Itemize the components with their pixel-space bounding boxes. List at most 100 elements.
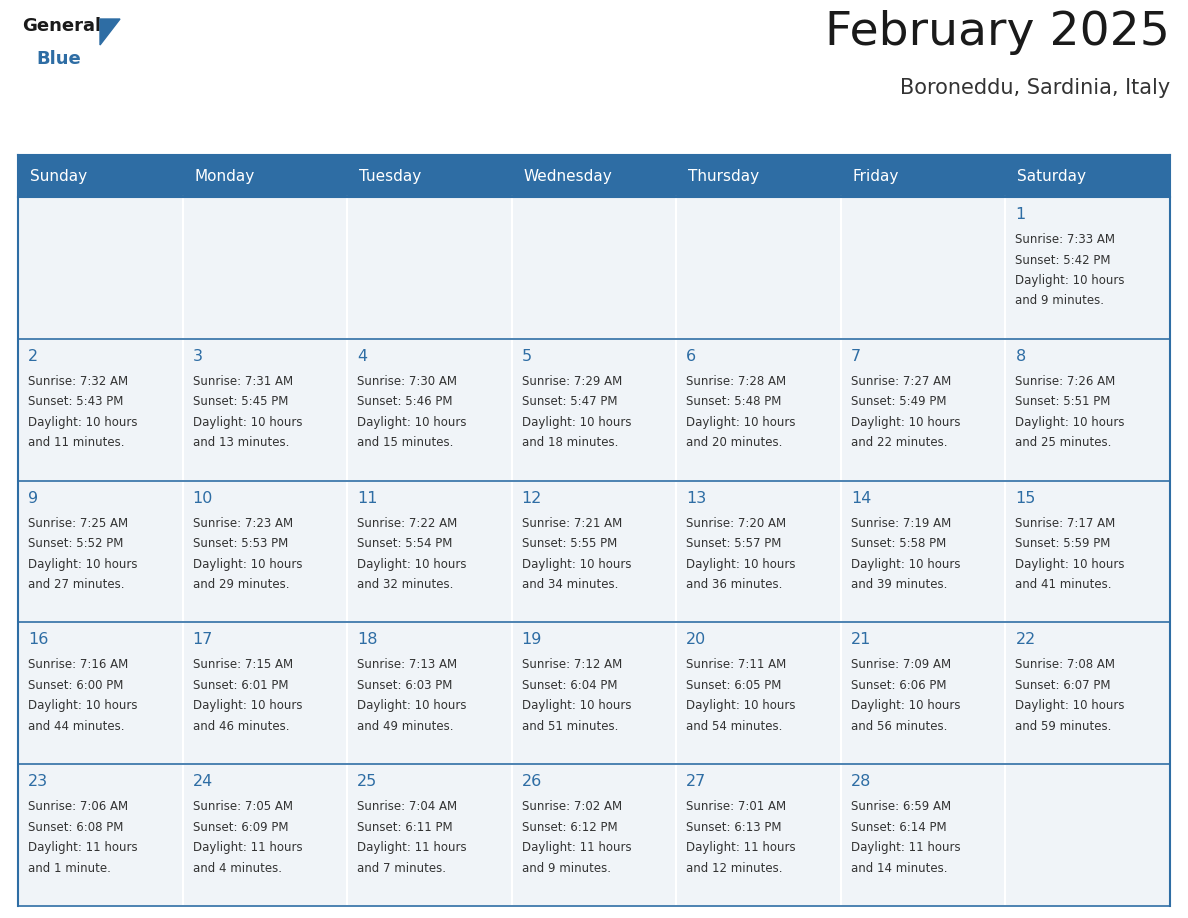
Bar — [183, 764, 347, 906]
Text: Daylight: 10 hours: Daylight: 10 hours — [851, 700, 960, 712]
Text: Blue: Blue — [36, 50, 81, 68]
Bar — [1005, 622, 1170, 764]
Text: 12: 12 — [522, 490, 542, 506]
Text: Sunset: 6:08 PM: Sunset: 6:08 PM — [29, 821, 124, 834]
Text: and 13 minutes.: and 13 minutes. — [192, 436, 289, 449]
Text: and 7 minutes.: and 7 minutes. — [358, 862, 447, 875]
Text: 18: 18 — [358, 633, 378, 647]
Text: Sunset: 6:00 PM: Sunset: 6:00 PM — [29, 679, 124, 692]
Text: 11: 11 — [358, 490, 378, 506]
Bar — [183, 481, 347, 622]
Bar — [183, 197, 347, 339]
Text: Sunrise: 7:29 AM: Sunrise: 7:29 AM — [522, 375, 623, 387]
Text: Sunrise: 7:01 AM: Sunrise: 7:01 AM — [687, 800, 786, 813]
Text: 2: 2 — [29, 349, 38, 364]
Text: and 46 minutes.: and 46 minutes. — [192, 720, 289, 733]
Bar — [18, 155, 183, 197]
Text: Sunset: 5:55 PM: Sunset: 5:55 PM — [522, 537, 617, 550]
Text: Sunrise: 7:17 AM: Sunrise: 7:17 AM — [1016, 517, 1116, 530]
Text: General: General — [23, 17, 101, 35]
Text: Sunrise: 7:12 AM: Sunrise: 7:12 AM — [522, 658, 623, 671]
Text: and 44 minutes.: and 44 minutes. — [29, 720, 125, 733]
Text: and 9 minutes.: and 9 minutes. — [1016, 295, 1105, 308]
Text: Sunset: 6:03 PM: Sunset: 6:03 PM — [358, 679, 453, 692]
Text: Sunrise: 7:02 AM: Sunrise: 7:02 AM — [522, 800, 621, 813]
Text: Sunrise: 7:27 AM: Sunrise: 7:27 AM — [851, 375, 952, 387]
Text: Sunrise: 7:20 AM: Sunrise: 7:20 AM — [687, 517, 786, 530]
Text: Thursday: Thursday — [688, 169, 759, 184]
Text: and 34 minutes.: and 34 minutes. — [522, 578, 618, 591]
Bar — [18, 197, 183, 339]
Bar — [841, 155, 1005, 197]
Text: Daylight: 10 hours: Daylight: 10 hours — [192, 416, 302, 429]
Bar — [841, 764, 1005, 906]
Text: Sunset: 6:13 PM: Sunset: 6:13 PM — [687, 821, 782, 834]
Bar — [1005, 197, 1170, 339]
Bar — [841, 481, 1005, 622]
Text: and 25 minutes.: and 25 minutes. — [1016, 436, 1112, 449]
Text: Sunrise: 7:33 AM: Sunrise: 7:33 AM — [1016, 233, 1116, 246]
Text: Daylight: 11 hours: Daylight: 11 hours — [192, 841, 302, 855]
Text: Sunrise: 7:09 AM: Sunrise: 7:09 AM — [851, 658, 950, 671]
Text: 21: 21 — [851, 633, 871, 647]
Bar — [512, 155, 676, 197]
Text: and 39 minutes.: and 39 minutes. — [851, 578, 947, 591]
Bar — [512, 622, 676, 764]
Text: Daylight: 10 hours: Daylight: 10 hours — [522, 416, 631, 429]
Bar — [841, 197, 1005, 339]
Text: Sunday: Sunday — [30, 169, 87, 184]
Bar — [18, 481, 183, 622]
Bar — [347, 155, 512, 197]
Text: Sunrise: 7:16 AM: Sunrise: 7:16 AM — [29, 658, 128, 671]
Text: Sunset: 5:53 PM: Sunset: 5:53 PM — [192, 537, 287, 550]
Text: Sunset: 6:07 PM: Sunset: 6:07 PM — [1016, 679, 1111, 692]
Text: and 36 minutes.: and 36 minutes. — [687, 578, 783, 591]
Text: Daylight: 10 hours: Daylight: 10 hours — [851, 416, 960, 429]
Text: Sunrise: 7:25 AM: Sunrise: 7:25 AM — [29, 517, 128, 530]
Text: 22: 22 — [1016, 633, 1036, 647]
Text: 1: 1 — [1016, 207, 1025, 222]
Text: 23: 23 — [29, 774, 49, 789]
Bar — [183, 622, 347, 764]
Text: Sunset: 6:14 PM: Sunset: 6:14 PM — [851, 821, 947, 834]
Text: 7: 7 — [851, 349, 861, 364]
Text: Sunrise: 7:26 AM: Sunrise: 7:26 AM — [1016, 375, 1116, 387]
Text: 3: 3 — [192, 349, 203, 364]
Text: February 2025: February 2025 — [826, 10, 1170, 55]
Text: 10: 10 — [192, 490, 213, 506]
Text: Daylight: 10 hours: Daylight: 10 hours — [1016, 274, 1125, 287]
Bar — [18, 622, 183, 764]
Text: Daylight: 11 hours: Daylight: 11 hours — [522, 841, 631, 855]
Text: Daylight: 10 hours: Daylight: 10 hours — [29, 416, 138, 429]
Text: and 12 minutes.: and 12 minutes. — [687, 862, 783, 875]
Text: Sunrise: 7:11 AM: Sunrise: 7:11 AM — [687, 658, 786, 671]
Bar — [841, 339, 1005, 481]
Text: Sunset: 6:05 PM: Sunset: 6:05 PM — [687, 679, 782, 692]
Text: Sunrise: 7:22 AM: Sunrise: 7:22 AM — [358, 517, 457, 530]
Text: Monday: Monday — [195, 169, 254, 184]
Bar — [676, 481, 841, 622]
Bar — [676, 155, 841, 197]
Text: Sunset: 5:48 PM: Sunset: 5:48 PM — [687, 396, 782, 409]
Text: Daylight: 10 hours: Daylight: 10 hours — [192, 557, 302, 571]
Text: Daylight: 10 hours: Daylight: 10 hours — [1016, 416, 1125, 429]
Text: and 14 minutes.: and 14 minutes. — [851, 862, 947, 875]
Text: 5: 5 — [522, 349, 532, 364]
Polygon shape — [100, 19, 120, 45]
Bar — [347, 764, 512, 906]
Text: Daylight: 10 hours: Daylight: 10 hours — [522, 557, 631, 571]
Text: 6: 6 — [687, 349, 696, 364]
Text: and 59 minutes.: and 59 minutes. — [1016, 720, 1112, 733]
Text: 17: 17 — [192, 633, 213, 647]
Text: Sunset: 6:01 PM: Sunset: 6:01 PM — [192, 679, 287, 692]
Text: Sunset: 5:51 PM: Sunset: 5:51 PM — [1016, 396, 1111, 409]
Text: Sunset: 5:52 PM: Sunset: 5:52 PM — [29, 537, 124, 550]
Text: Sunset: 5:46 PM: Sunset: 5:46 PM — [358, 396, 453, 409]
Text: and 22 minutes.: and 22 minutes. — [851, 436, 947, 449]
Text: Daylight: 10 hours: Daylight: 10 hours — [1016, 557, 1125, 571]
Text: 26: 26 — [522, 774, 542, 789]
Text: Sunrise: 7:04 AM: Sunrise: 7:04 AM — [358, 800, 457, 813]
Text: and 11 minutes.: and 11 minutes. — [29, 436, 125, 449]
Text: Sunset: 5:59 PM: Sunset: 5:59 PM — [1016, 537, 1111, 550]
Text: and 32 minutes.: and 32 minutes. — [358, 578, 454, 591]
